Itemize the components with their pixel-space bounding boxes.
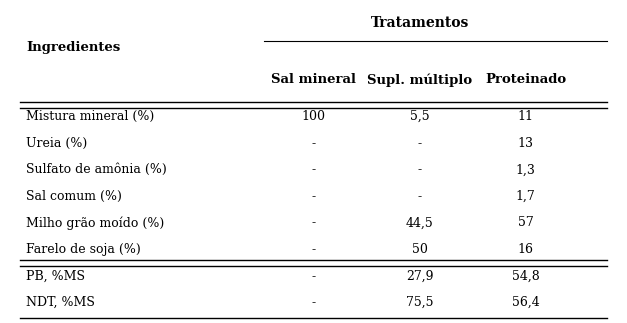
Text: -: - [418,163,422,176]
Text: -: - [418,137,422,150]
Text: -: - [418,190,422,203]
Text: Farelo de soja (%): Farelo de soja (%) [26,243,141,256]
Text: -: - [312,270,315,283]
Text: 16: 16 [518,243,534,256]
Text: 27,9: 27,9 [406,270,433,283]
Text: 1,7: 1,7 [516,190,535,203]
Text: 100: 100 [302,110,325,123]
Text: -: - [312,243,315,256]
Text: Proteinado: Proteinado [485,73,566,87]
Text: 1,3: 1,3 [516,163,535,176]
Text: 54,8: 54,8 [512,270,540,283]
Text: -: - [312,190,315,203]
Text: Milho grão moído (%): Milho grão moído (%) [26,216,165,230]
Text: Supl. múltiplo: Supl. múltiplo [367,73,472,87]
Text: Mistura mineral (%): Mistura mineral (%) [26,110,155,123]
Text: 56,4: 56,4 [512,296,540,309]
Text: 44,5: 44,5 [406,216,433,229]
Text: Tratamentos: Tratamentos [371,16,469,30]
Text: NDT, %MS: NDT, %MS [26,296,95,309]
Text: Ingredientes: Ingredientes [26,41,120,54]
Text: PB, %MS: PB, %MS [26,270,85,283]
Text: 5,5: 5,5 [410,110,429,123]
Text: Sulfato de amônia (%): Sulfato de amônia (%) [26,163,167,176]
Text: -: - [312,216,315,229]
Text: 50: 50 [412,243,428,256]
Text: 11: 11 [518,110,534,123]
Text: -: - [312,163,315,176]
Text: 57: 57 [518,216,534,229]
Text: 13: 13 [518,137,534,150]
Text: 75,5: 75,5 [406,296,433,309]
Text: Ureia (%): Ureia (%) [26,137,88,150]
Text: -: - [312,137,315,150]
Text: Sal mineral: Sal mineral [271,73,356,87]
Text: Sal comum (%): Sal comum (%) [26,190,122,203]
Text: -: - [312,296,315,309]
